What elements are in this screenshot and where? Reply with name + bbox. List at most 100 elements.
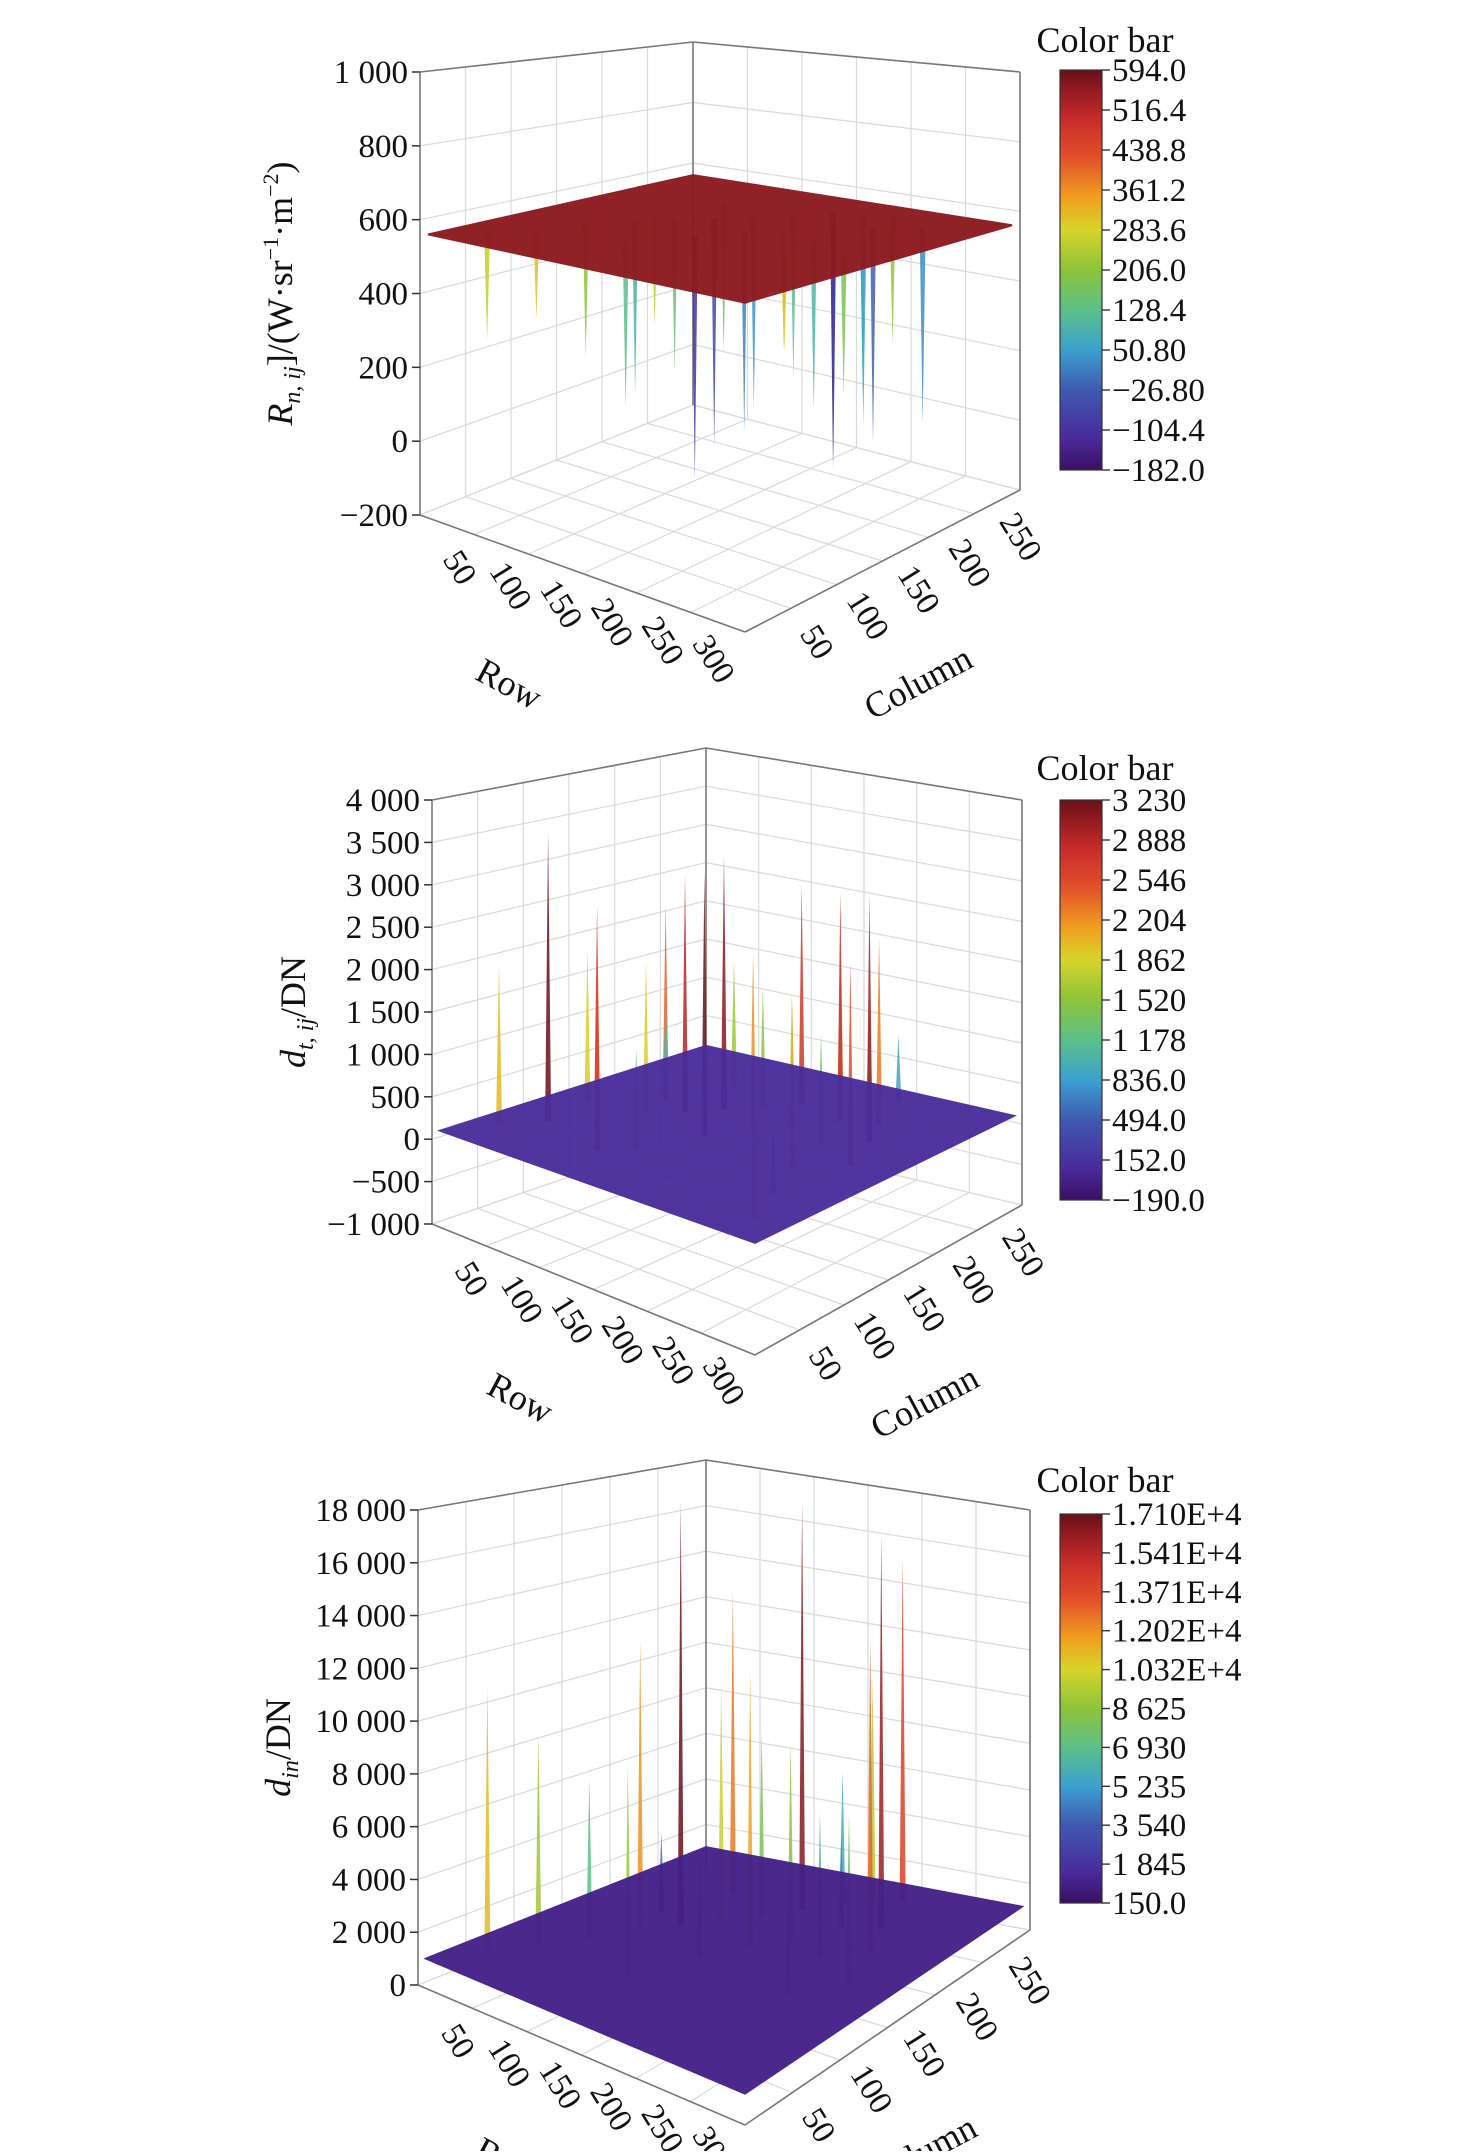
grid-line-floor bbox=[648, 423, 975, 513]
row-tick-label: 250 bbox=[634, 2099, 691, 2151]
z-tick-label: 0 bbox=[404, 1122, 421, 1158]
row-tick-label: 250 bbox=[634, 611, 691, 672]
z-tick-label: 1 000 bbox=[346, 1037, 420, 1073]
spike bbox=[730, 1590, 736, 1893]
column-tick-label: 200 bbox=[941, 533, 998, 594]
colorbar-tick-label: 128.4 bbox=[1112, 293, 1186, 329]
colorbar-tick-label: 8 625 bbox=[1112, 1692, 1186, 1728]
colorbar-tick-label: 206.0 bbox=[1112, 253, 1186, 289]
spike bbox=[545, 833, 551, 1121]
spike bbox=[920, 228, 926, 424]
colorbar-tick-label: 1 862 bbox=[1112, 943, 1186, 979]
z-tick-label: −200 bbox=[340, 498, 408, 534]
row-tick-label: 250 bbox=[644, 1331, 701, 1392]
colorbar-tick-label: 1.202E+4 bbox=[1112, 1614, 1242, 1650]
colorbar bbox=[1060, 800, 1102, 1200]
row-tick-label: 200 bbox=[582, 2077, 639, 2138]
z-tick-label: −500 bbox=[352, 1165, 420, 1201]
colorbar-tick-label: 283.6 bbox=[1112, 213, 1186, 249]
figure-svg: 1 0008006004002000−200501001502002503005… bbox=[0, 0, 1476, 2151]
colorbar-tick-label: 1.371E+4 bbox=[1112, 1575, 1242, 1611]
chart-panel-3: 18 00016 00014 00012 00010 0008 0006 000… bbox=[258, 1460, 1242, 2151]
z-tick-label: 18 000 bbox=[315, 1493, 406, 1529]
row-tick-label: 100 bbox=[480, 2033, 537, 2094]
z-tick-label: 2 000 bbox=[332, 1915, 406, 1951]
colorbar-tick-label: 361.2 bbox=[1112, 173, 1186, 209]
z-title-exponent-2: −2 bbox=[258, 173, 283, 196]
colorbar-tick-label: 494.0 bbox=[1112, 1103, 1186, 1139]
colorbar-tick-label: 2 546 bbox=[1112, 863, 1186, 899]
colorbar-tick-label: 1 520 bbox=[1112, 983, 1186, 1019]
colorbar-tick-label: 1.541E+4 bbox=[1112, 1536, 1242, 1572]
z-title-close: ) bbox=[260, 161, 300, 173]
z-tick-label: 0 bbox=[392, 424, 409, 460]
z-tick-label: 4 000 bbox=[346, 783, 420, 819]
colorbar-tick-label: 516.4 bbox=[1112, 93, 1186, 129]
row-axis-title: Row bbox=[470, 650, 549, 717]
spike bbox=[900, 1557, 906, 1900]
column-tick-label: 200 bbox=[948, 1987, 1005, 2048]
colorbar-tick-label: 3 540 bbox=[1112, 1808, 1186, 1844]
column-tick-label: 100 bbox=[843, 2059, 900, 2120]
colorbar-tick-label: 3 230 bbox=[1112, 783, 1186, 819]
colorbar-tick-label: −190.0 bbox=[1112, 1183, 1205, 1219]
z-tick-label: 6 000 bbox=[332, 1810, 406, 1846]
row-tick-label: 150 bbox=[532, 574, 589, 635]
z-tick-label: 600 bbox=[359, 203, 409, 239]
row-tick-label: 100 bbox=[493, 1269, 550, 1330]
spike bbox=[484, 1686, 490, 1950]
z-tick-label: 0 bbox=[390, 1968, 407, 2004]
colorbar-tick-label: 6 930 bbox=[1112, 1730, 1186, 1766]
row-tick-label: 300 bbox=[685, 629, 742, 690]
z-title-subscript: t, ij bbox=[293, 1018, 319, 1050]
z-title-main: d bbox=[258, 1778, 298, 1797]
row-tick-label: 50 bbox=[435, 544, 483, 591]
colorbar-tick-label: 438.8 bbox=[1112, 133, 1186, 169]
z-tick-label: 400 bbox=[359, 277, 409, 313]
z-tick-label: 1 000 bbox=[334, 55, 408, 91]
row-tick-label: 200 bbox=[583, 592, 640, 653]
colorbar-tick-label: 50.80 bbox=[1112, 333, 1186, 369]
grid-line-floor bbox=[637, 462, 911, 593]
colorbar-tick-label: 1.032E+4 bbox=[1112, 1653, 1242, 1689]
z-tick-label: 8 000 bbox=[332, 1757, 406, 1793]
row-axis-title: Row bbox=[468, 2129, 547, 2151]
column-tick-label: 50 bbox=[792, 619, 840, 666]
colorbar-title: Color bar bbox=[1037, 748, 1174, 788]
spike bbox=[841, 255, 847, 395]
z-tick-label: 1 500 bbox=[346, 995, 420, 1031]
colorbar-tick-label: 1 178 bbox=[1112, 1023, 1186, 1059]
colorbar-tick-label: 836.0 bbox=[1112, 1063, 1186, 1099]
spike bbox=[584, 949, 590, 1102]
z-title-subscript: n, ij bbox=[280, 366, 306, 404]
spike bbox=[799, 1501, 805, 1910]
z-tick-label: 500 bbox=[371, 1080, 421, 1116]
column-tick-label: 150 bbox=[890, 559, 947, 620]
column-tick-label: 50 bbox=[801, 1340, 849, 1387]
row-tick-label: 150 bbox=[531, 2055, 588, 2116]
z-tick-label: 200 bbox=[359, 350, 409, 386]
z-tick-label: 800 bbox=[359, 129, 409, 165]
row-tick-label: 300 bbox=[695, 1351, 752, 1412]
row-axis-title: Row bbox=[481, 1365, 560, 1432]
colorbar-tick-label: −26.80 bbox=[1112, 373, 1205, 409]
z-title-mid: ·m bbox=[260, 197, 300, 237]
column-axis-title: Column bbox=[864, 1357, 985, 1447]
column-tick-label: 50 bbox=[794, 2102, 842, 2149]
z-title-units: /DN bbox=[273, 956, 313, 1018]
z-tick-label: −1 000 bbox=[327, 1207, 420, 1243]
column-tick-label: 200 bbox=[945, 1250, 1002, 1311]
colorbar bbox=[1060, 70, 1102, 470]
colorbar-tick-label: 1.710E+4 bbox=[1112, 1497, 1242, 1533]
row-tick-label: 50 bbox=[434, 2018, 482, 2065]
colorbar bbox=[1060, 1514, 1102, 1903]
column-tick-label: 250 bbox=[994, 1222, 1051, 1283]
column-axis-title: Column bbox=[862, 2107, 983, 2151]
z-title-subscript: in bbox=[278, 1760, 304, 1779]
row-tick-label: 50 bbox=[447, 1256, 495, 1303]
z-title-exponent-1: −1 bbox=[258, 237, 283, 260]
colorbar-tick-label: 5 235 bbox=[1112, 1769, 1186, 1805]
z-title-main: R bbox=[260, 404, 300, 427]
colorbar-tick-label: −182.0 bbox=[1112, 453, 1205, 489]
z-tick-label: 14 000 bbox=[315, 1599, 406, 1635]
